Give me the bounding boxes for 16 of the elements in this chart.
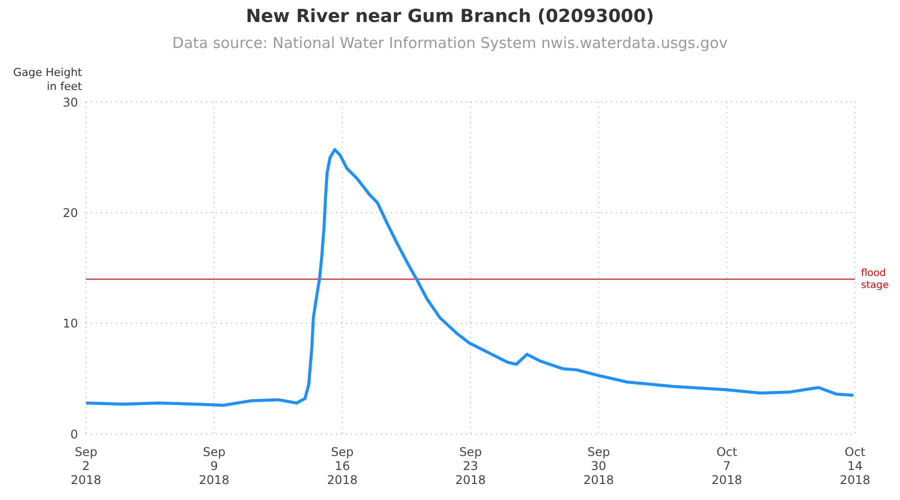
x-tick-label: Oct 7 2018 <box>712 445 742 487</box>
line-series <box>86 148 855 407</box>
x-tick-label: Sep 16 2018 <box>327 445 358 487</box>
x-tick-label: Sep 9 2018 <box>198 445 230 487</box>
y-tick-label: 10 <box>62 316 78 331</box>
x-tick-label: Sep 30 2018 <box>583 445 614 487</box>
x-tick-label: Sep 2 2018 <box>70 445 102 487</box>
x-tick-label: Sep 23 2018 <box>455 445 486 487</box>
y-tick-label: 0 <box>70 427 78 442</box>
y-tick-label: 20 <box>62 206 78 220</box>
y-tick-label: 30 <box>62 95 78 110</box>
x-tick-label: Oct 14 2018 <box>840 445 870 487</box>
chart-subtitle: Data source: National Water Information System nwis.waterdata.usgs.gov <box>171 34 729 52</box>
chart-title: New River near Gum Branch (02093000) <box>244 6 656 27</box>
ref-line-label: flood stage <box>861 268 889 292</box>
y-axis-title: Gage Height in feet <box>12 66 82 94</box>
